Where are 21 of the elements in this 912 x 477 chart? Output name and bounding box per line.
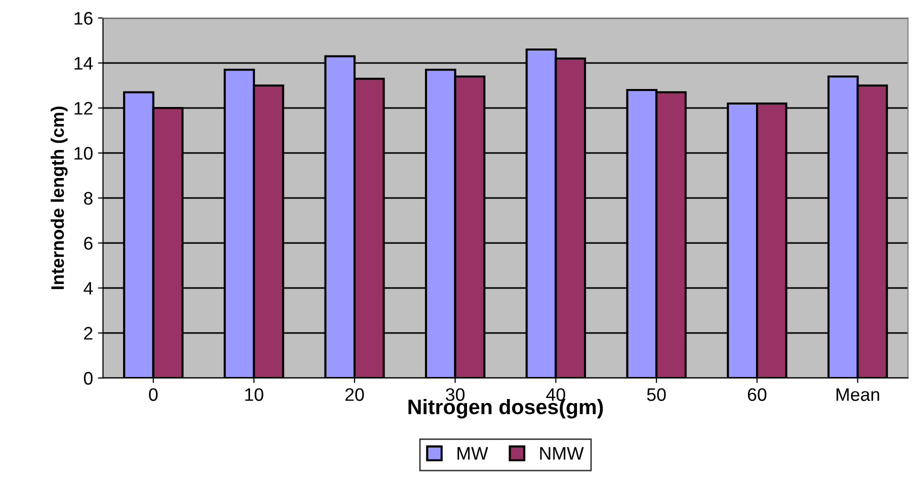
y-tick-label: 14 [74, 57, 93, 70]
x-tick-label: 60 [748, 388, 766, 401]
x-tick-label: Mean [836, 388, 880, 401]
x-tick-label: 0 [148, 388, 158, 401]
x-tick-label: 30 [446, 388, 465, 401]
legend-label: MW [458, 447, 488, 460]
legend-label: NMW [540, 447, 584, 460]
y-axis-title: Internode length (cm) [50, 106, 68, 290]
y-tick-label: 12 [74, 102, 92, 115]
y-tick-label: 0 [84, 372, 93, 385]
x-tick-label: 10 [245, 388, 264, 401]
y-tick-label: 10 [74, 146, 93, 160]
y-tick-label: 8 [84, 192, 92, 205]
x-tick-label: 20 [345, 388, 364, 401]
y-tick-label: 6 [84, 236, 92, 250]
x-tick-label: 40 [546, 388, 566, 401]
x-axis-title: Nitrogen doses(gm) [408, 399, 603, 419]
y-tick-label: 16 [74, 12, 92, 25]
y-tick-label: 4 [84, 282, 93, 295]
x-tick-label: 50 [647, 388, 666, 401]
y-tick-label: 2 [84, 326, 92, 340]
